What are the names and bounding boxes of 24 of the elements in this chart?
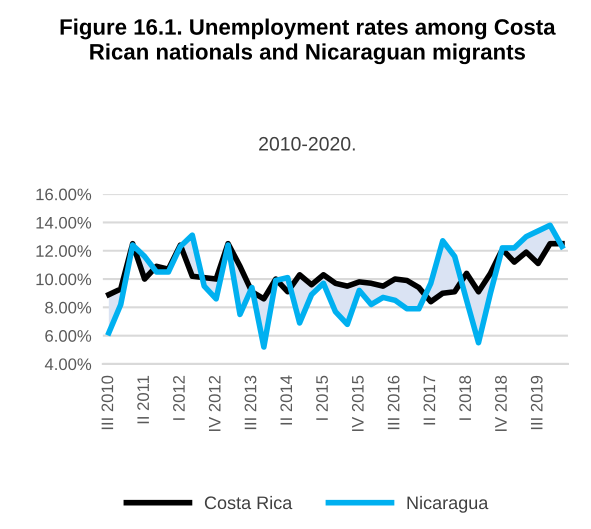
y-tick-label: 10.00% [36, 273, 92, 286]
x-tick-label: IV 2012 [208, 376, 221, 431]
legend-label: Costa Rica [204, 496, 292, 510]
chart-title: Figure 16.1. Unemployment rates among Costa Rican nationals and Nicaraguan migrants [60, 18, 556, 64]
x-tick-label: II 2017 [423, 376, 436, 424]
x-tick-label: II 2014 [280, 376, 292, 424]
x-tick-label: III 2013 [244, 376, 256, 430]
x-tick-label: III 2016 [388, 376, 400, 430]
x-tick-label: III 2010 [101, 376, 114, 430]
x-tick-label: IV 2018 [495, 376, 507, 431]
x-tick-label: IV 2015 [352, 376, 364, 431]
y-tick-label: 12.00% [36, 245, 92, 257]
y-tick-label: 8.00% [45, 302, 92, 314]
x-tick-label: I 2018 [459, 376, 472, 420]
y-tick-label: 16.00% [36, 188, 92, 200]
chart-subtitle: 2010-2020. [259, 136, 355, 151]
x-tick-label: I 2012 [173, 376, 185, 420]
y-tick-label: 14.00% [36, 216, 92, 229]
y-tick-label: 4.00% [44, 358, 92, 370]
x-tick-label: I 2015 [316, 376, 328, 420]
x-tick-label: II 2011 [137, 376, 150, 424]
x-tick-label: III 2019 [530, 376, 543, 430]
y-tick-label: 6.00% [45, 330, 92, 342]
legend-label: Nicaragua [408, 496, 488, 513]
